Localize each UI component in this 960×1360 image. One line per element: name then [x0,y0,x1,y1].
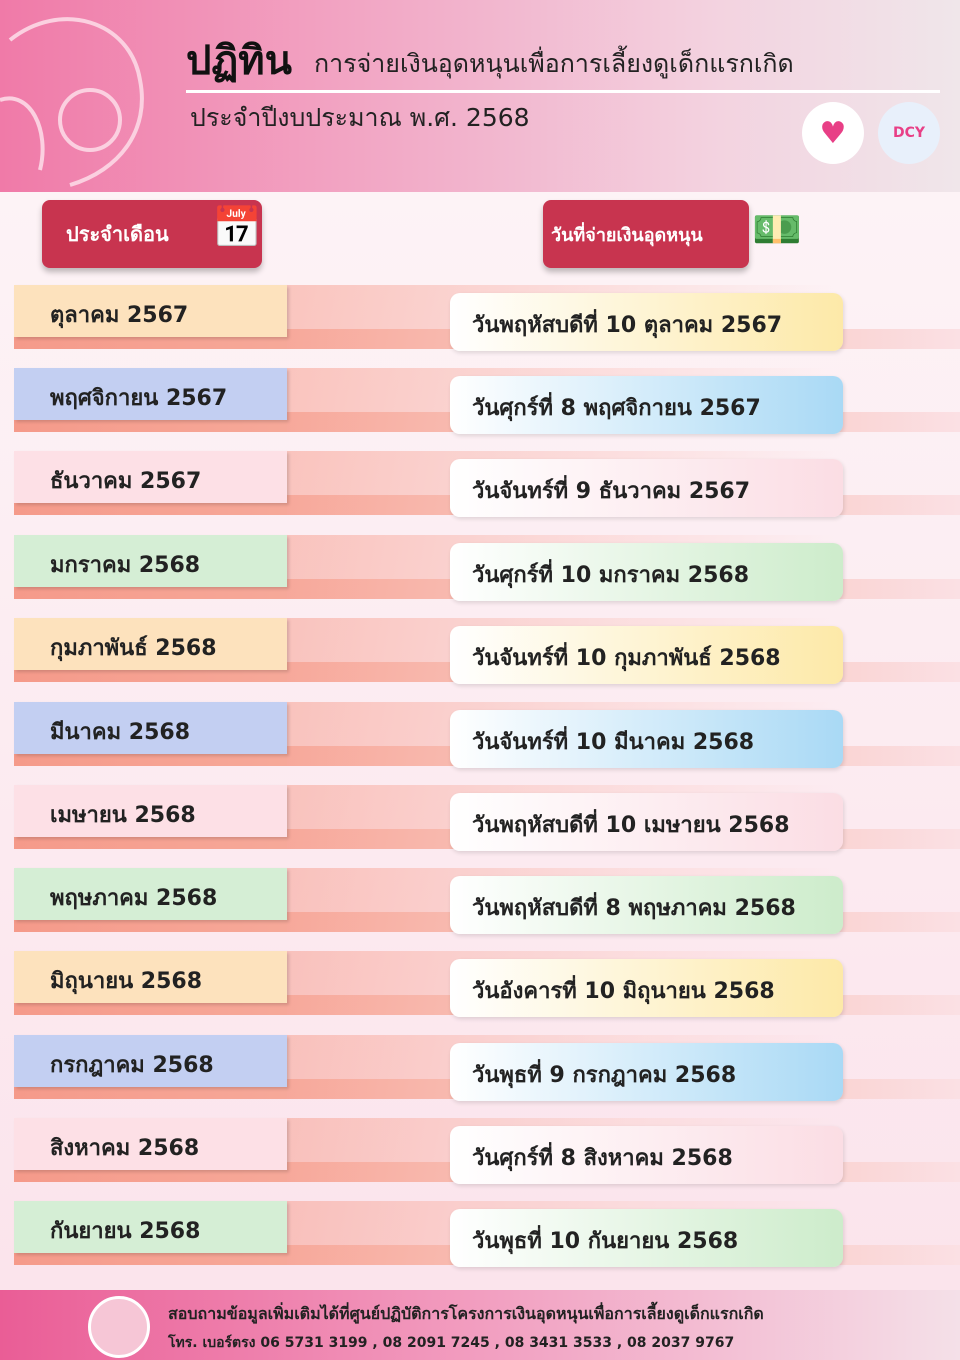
month-header-label: ประจำเดือน [66,222,169,246]
schedule-row: มกราคม 2568 วันศุกร์ที่ 10 มกราคม 2568 [0,535,960,615]
mother-child-illustration [0,17,144,187]
month-label: พฤศจิกายน 2567 [14,368,287,420]
title-subtitle: การจ่ายเงินอุดหนุนเพื่อการเลี้ยงดูเด็กแร… [314,49,794,78]
schedule-row: มีนาคม 2568 วันจันทร์ที่ 10 มีนาคม 2568 [0,702,960,782]
pay-date: วันศุกร์ที่ 8 พฤศจิกายน 2567 [450,376,843,434]
money-icon: 💵 [752,207,802,253]
pay-date: วันจันทร์ที่ 10 กุมภาพันธ์ 2568 [450,626,843,684]
schedule-row: สิงหาคม 2568 วันศุกร์ที่ 8 สิงหาคม 2568 [0,1118,960,1198]
schedule-row: ธันวาคม 2567 วันจันทร์ที่ 9 ธันวาคม 2567 [0,451,960,531]
dcy-logo-text: DCY [892,125,926,141]
paydate-header-label: วันที่จ่ายเงินอุดหนุน [551,224,703,246]
month-label: ตุลาคม 2567 [14,285,287,337]
dcy-logo: DCY [878,102,940,164]
divider [186,90,940,93]
pay-date: วันจันทร์ที่ 10 มีนาคม 2568 [450,710,843,768]
pay-date: วันอังคารที่ 10 มิถุนายน 2568 [450,959,843,1017]
month-label: มีนาคม 2568 [14,702,287,754]
mother-logo-icon: ♥ [802,102,864,164]
month-label: มกราคม 2568 [14,535,287,587]
month-label: สิงหาคม 2568 [14,1118,287,1170]
schedule-row: กุมภาพันธ์ 2568 วันจันทร์ที่ 10 กุมภาพัน… [0,618,960,698]
schedule-row: กันยายน 2568 วันพุธที่ 10 กันยายน 2568 [0,1201,960,1281]
government-seal-icon [88,1296,150,1358]
month-label: กันยายน 2568 [14,1201,287,1253]
schedule-row: มิถุนายน 2568 วันอังคารที่ 10 มิถุนายน 2… [0,951,960,1031]
month-label: กรกฎาคม 2568 [14,1035,287,1087]
pay-date: วันศุกร์ที่ 8 สิงหาคม 2568 [450,1126,843,1184]
title-main: ปฏิทิน [186,38,292,84]
schedule-row: ตุลาคม 2567 วันพฤหัสบดีที่ 10 ตุลาคม 256… [0,285,960,365]
month-label: พฤษภาคม 2568 [14,868,287,920]
pay-date: วันพุธที่ 10 กันยายน 2568 [450,1209,843,1267]
schedule-row: กรกฎาคม 2568 วันพุธที่ 9 กรกฎาคม 2568 [0,1035,960,1115]
pay-date: วันพฤหัสบดีที่ 8 พฤษภาคม 2568 [450,876,843,934]
header-banner: ปฏิทิน การจ่ายเงินอุดหนุนเพื่อการเลี้ยงด… [0,0,960,192]
pay-date: วันศุกร์ที่ 10 มกราคม 2568 [450,543,843,601]
month-label: กุมภาพันธ์ 2568 [14,618,287,670]
pay-date: วันพฤหัสบดีที่ 10 ตุลาคม 2567 [450,293,843,351]
schedule-row: เมษายน 2568 วันพฤหัสบดีที่ 10 เมษายน 256… [0,785,960,865]
pay-date: วันจันทร์ที่ 9 ธันวาคม 2567 [450,459,843,517]
calendar-icon: 📅 [212,205,262,251]
footer-info: สอบถามข้อมูลเพิ่มเติมได้ที่ศูนย์ปฏิบัติก… [168,1304,764,1323]
fiscal-year: ประจำปีงบประมาณ พ.ศ. 2568 [190,103,530,132]
schedule-row: พฤษภาคม 2568 วันพฤหัสบดีที่ 8 พฤษภาคม 25… [0,868,960,948]
paydate-column-header: วันที่จ่ายเงินอุดหนุน [543,200,749,268]
month-label: มิถุนายน 2568 [14,951,287,1003]
pay-date: วันพฤหัสบดีที่ 10 เมษายน 2568 [450,793,843,851]
month-label: ธันวาคม 2567 [14,451,287,503]
footer-phones: โทร. เบอร์ตรง 06 5731 3199 , 08 2091 724… [168,1335,735,1351]
footer: สอบถามข้อมูลเพิ่มเติมได้ที่ศูนย์ปฏิบัติก… [0,1290,960,1360]
schedule-row: พฤศจิกายน 2567 วันศุกร์ที่ 8 พฤศจิกายน 2… [0,368,960,448]
month-column-header: ประจำเดือน [42,200,262,268]
pay-date: วันพุธที่ 9 กรกฎาคม 2568 [450,1043,843,1101]
month-label: เมษายน 2568 [14,785,287,837]
